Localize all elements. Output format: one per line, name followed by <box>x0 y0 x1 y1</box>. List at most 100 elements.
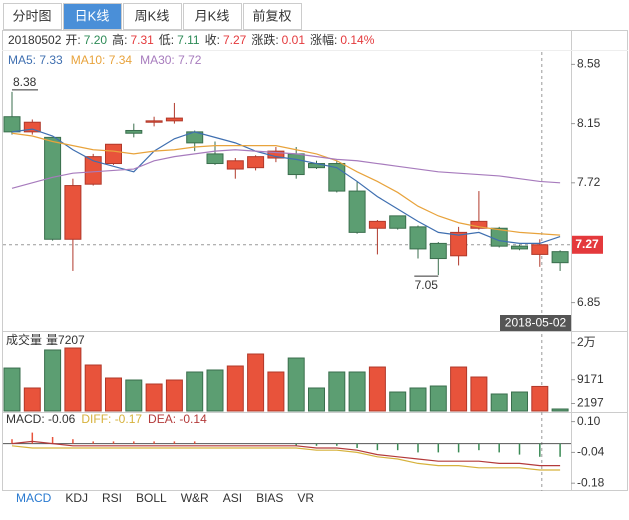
y-tick-label: 8.58 <box>577 57 601 71</box>
info-label: 开: <box>65 33 80 47</box>
legend-entry: MA30: 7.72 <box>140 53 202 67</box>
crosshair-date-box <box>500 315 571 331</box>
volume-bar <box>84 364 102 412</box>
y-tick-label: 0.10 <box>577 414 601 428</box>
candle-body <box>64 185 82 240</box>
candle-body <box>226 160 244 170</box>
candle-body <box>389 215 407 229</box>
tab-label[interactable]: 月K线 <box>195 8 230 23</box>
volume-bar <box>44 349 62 412</box>
candle-body <box>206 153 224 165</box>
ma-line <box>11 132 561 236</box>
info-date: 20180502 <box>8 33 62 47</box>
volume-bar <box>308 387 325 412</box>
indicator-tab[interactable]: KDJ <box>65 491 88 505</box>
legend-entry: DEA: -0.14 <box>148 412 207 426</box>
y-tick-label: 8.15 <box>577 116 601 130</box>
tab[interactable] <box>123 3 182 30</box>
volume-bar <box>125 379 143 412</box>
volume-bar <box>145 383 163 412</box>
indicator-tab[interactable]: W&R <box>181 491 209 505</box>
volume-bar <box>429 385 447 412</box>
crosshair-date: 2018-05-02 <box>505 316 567 330</box>
volume-bar <box>186 371 204 412</box>
info-label: 收: <box>205 33 220 47</box>
info-value: 0.14% <box>340 33 374 47</box>
candle-body <box>84 156 102 185</box>
tab-label[interactable]: 分时图 <box>12 8 51 23</box>
tab-label[interactable]: 周K线 <box>135 8 170 23</box>
volume-bar <box>450 366 468 412</box>
indicator-tab[interactable]: ASI <box>223 491 242 505</box>
legend-entry: MA5: 7.33 <box>8 53 63 67</box>
ma-line <box>11 149 561 189</box>
y-tick-label: 2万 <box>577 335 596 349</box>
candle-body <box>429 242 447 260</box>
candle-body <box>247 156 265 169</box>
volume-bar <box>23 387 41 412</box>
volume-bar <box>409 387 427 412</box>
info-value: 7.31 <box>130 33 154 47</box>
candle-body <box>165 117 183 122</box>
volume-bar <box>3 367 21 412</box>
indicator-tab[interactable]: BOLL <box>136 491 167 505</box>
y-tick-label: -0.18 <box>577 475 605 489</box>
macd-line <box>11 445 561 471</box>
volume-bar <box>470 376 488 412</box>
legend-entry: MA10: 7.34 <box>71 53 133 67</box>
info-value: 7.27 <box>223 33 247 47</box>
candle-body <box>511 245 528 250</box>
volume-bar <box>531 385 549 412</box>
candle-body <box>368 220 386 229</box>
tab[interactable] <box>243 3 302 30</box>
info-label: 涨跌: <box>251 32 278 47</box>
volume-bar <box>226 365 244 412</box>
panel-value: 量7207 <box>46 333 85 347</box>
tab-label[interactable]: 日K线 <box>75 8 110 23</box>
candle-body <box>531 244 549 255</box>
volume-bar <box>389 391 407 412</box>
tab[interactable] <box>3 3 62 30</box>
y-tick-label: 9171 <box>577 372 604 386</box>
tab-label[interactable]: 前复权 <box>252 8 291 23</box>
y-tick-label: 7.72 <box>577 175 601 189</box>
candle-body <box>551 251 569 264</box>
candle-body <box>3 116 21 133</box>
indicator-tab[interactable]: RSI <box>102 491 122 505</box>
volume-bar <box>64 347 82 412</box>
volume-bar <box>348 371 366 412</box>
info-value: 7.11 <box>177 33 200 47</box>
volume-bar <box>551 408 569 412</box>
info-label: 低: <box>159 33 174 47</box>
info-value: 0.01 <box>282 33 306 47</box>
volume-bar <box>511 391 528 412</box>
volume-bar <box>368 366 386 412</box>
tab[interactable] <box>183 3 242 30</box>
y-tick-label: 2197 <box>577 396 604 410</box>
candle-body <box>409 226 427 250</box>
min-label: 7.05 <box>415 278 439 292</box>
info-label: 涨幅: <box>310 32 337 47</box>
price-marker-label: 7.27 <box>575 237 599 251</box>
candle-body <box>125 129 143 134</box>
tab[interactable] <box>63 3 122 30</box>
info-label: 高: <box>112 32 127 47</box>
y-tick-label: -0.04 <box>577 445 605 459</box>
volume-bar <box>206 369 224 412</box>
candle-body <box>287 153 305 176</box>
volume-bar <box>165 379 183 412</box>
indicator-tab[interactable]: VR <box>297 491 314 505</box>
indicator-tab[interactable]: MACD <box>16 491 52 505</box>
candle-body <box>105 143 122 165</box>
chart-frame <box>2 30 628 491</box>
ma-line <box>11 128 561 244</box>
volume-bar <box>247 353 265 412</box>
candle-body <box>348 190 366 233</box>
candle-body <box>44 136 62 240</box>
macd-line <box>11 440 561 467</box>
volume-bar <box>287 357 305 412</box>
volume-bar <box>328 371 346 412</box>
indicator-tab[interactable]: BIAS <box>256 491 283 505</box>
